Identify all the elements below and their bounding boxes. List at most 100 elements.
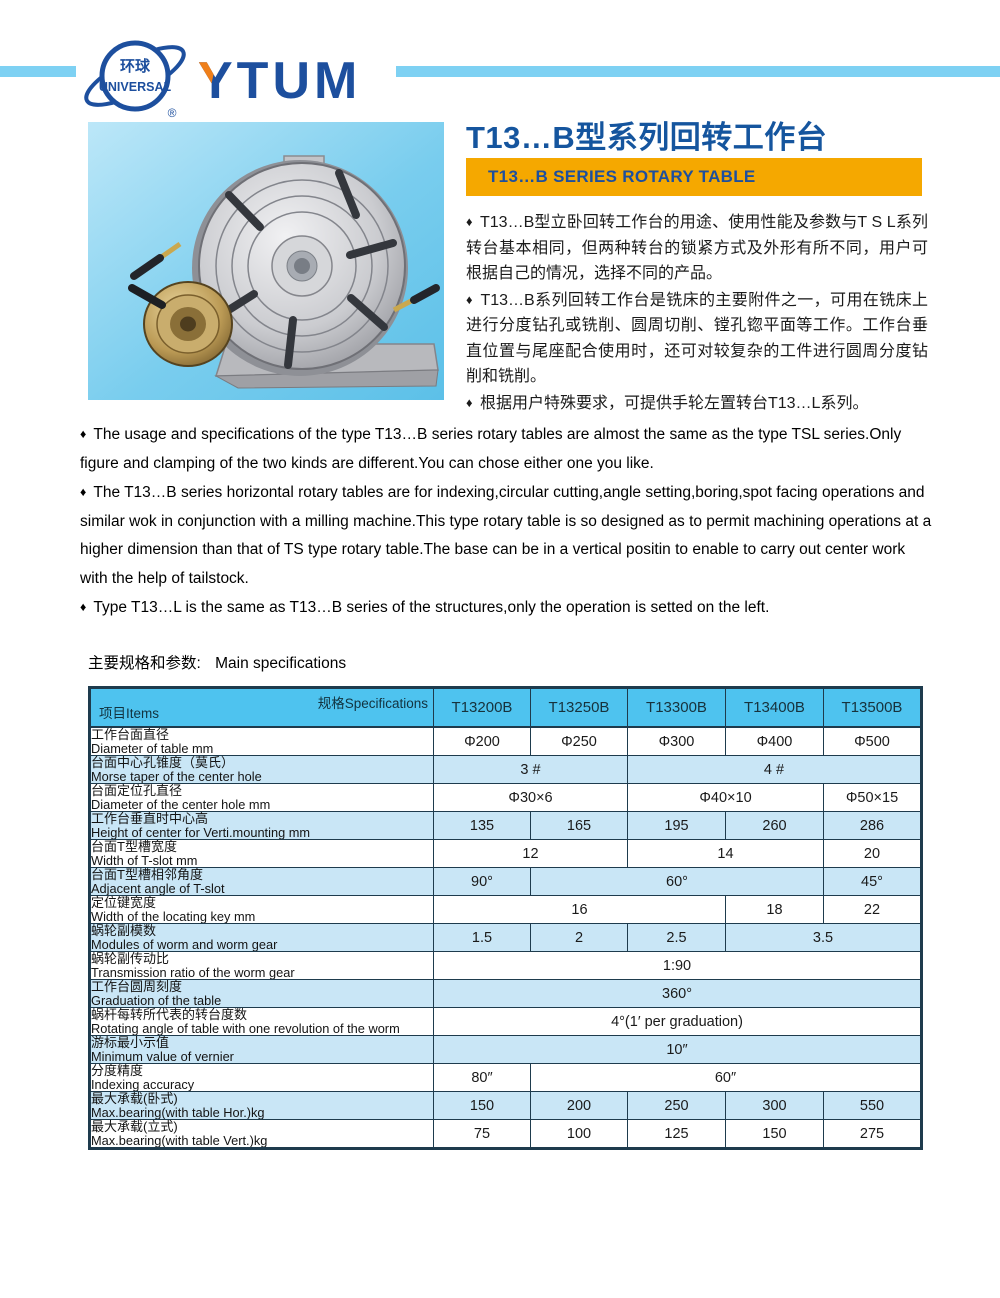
spec-item-cn: 工作台面直径 [91, 727, 170, 742]
globe-cn-text: 环球 [120, 57, 151, 75]
spec-value-cell: 300 [725, 1091, 824, 1120]
spec-item-en: Rotating angle of table with one revolut… [91, 1020, 400, 1036]
model-header-cell: T13200B [433, 687, 531, 728]
spec-value-cell: Φ250 [530, 726, 628, 756]
spec-item-en: Diameter of the center hole mm [91, 796, 271, 812]
spec-value-cell: 360° [433, 979, 922, 1008]
spec-value-cell: Φ50×15 [823, 783, 922, 812]
bullet-diamond-icon: ♦ [466, 214, 473, 229]
spec-item-cn: 分度精度 [91, 1063, 144, 1078]
spec-item-cn: 最大承载(立式) [91, 1119, 178, 1134]
spec-value-cell: 4 # [627, 755, 922, 784]
spec-value-cell: 90° [433, 867, 531, 896]
spec-item-en: Graduation of the table [91, 992, 222, 1008]
bullet-diamond-icon: ♦ [466, 394, 473, 410]
spec-value-cell: Φ40×10 [627, 783, 824, 812]
spec-item-en: Transmission ratio of the worm gear [91, 964, 295, 980]
spec-value-cell: 10″ [433, 1035, 922, 1064]
table-row: 最大承载(立式) Max.bearing(with table Vert.)kg 7… [89, 1119, 922, 1149]
spec-value-cell: 125 [627, 1119, 726, 1149]
spec-value-cell: Φ500 [823, 726, 922, 756]
spec-value-cell: Φ400 [725, 726, 824, 756]
spec-item-cn: 工作台垂直时中心高 [91, 811, 209, 826]
series-banner: T13…B SERIES ROTARY TABLE [466, 158, 922, 196]
spec-item-cn: 工作台圆周刻度 [91, 979, 183, 994]
spec-item-en: Height of center for Verti.mounting mm [91, 824, 311, 840]
spec-item-cell: 台面T型槽相邻角度 Adjacent angle of T-slot [89, 867, 434, 896]
spec-value-cell: 22 [823, 895, 922, 924]
spec-value-cell: Φ300 [627, 726, 726, 756]
spec-value-cell: Φ200 [433, 726, 531, 756]
spec-value-cell: 260 [725, 811, 824, 840]
spec-item-en: Minimum value of vernier [91, 1048, 234, 1064]
table-row: 定位键宽度 Width of the locating key mm 16 18 22 [89, 895, 922, 924]
spec-value-cell: 60° [530, 867, 824, 896]
brand-logo: 环球 UNIVERSAL ® YTUM YTUM [84, 40, 357, 120]
spec-item-cell: 定位键宽度 Width of the locating key mm [89, 895, 434, 924]
spec-item-cn: 游标最小示值 [91, 1035, 170, 1050]
table-row: 工作台圆周刻度 Graduation of the table 360° [89, 979, 922, 1008]
top-bar-left [0, 66, 76, 77]
handwheel [128, 281, 233, 367]
model-header-cell: T13250B [530, 687, 628, 728]
spec-item-en: Indexing accuracy [91, 1076, 195, 1092]
spec-value-cell: 14 [627, 839, 824, 868]
registered-mark: ® [168, 106, 177, 120]
spec-value-cell: Φ30×6 [433, 783, 628, 812]
spec-item-cell: 工作台面直径 Diameter of table mm [89, 726, 434, 756]
top-bar-right [396, 66, 1000, 77]
spec-value-cell: 100 [530, 1119, 628, 1149]
spec-value-cell: 200 [530, 1091, 628, 1120]
model-header-cell: T13300B [627, 687, 726, 728]
table-row: 台面T型槽相邻角度 Adjacent angle of T-slot 90° 60° 4… [89, 867, 922, 896]
spec-item-cn: 蜗杆每转所代表的转台度数 [91, 1007, 248, 1022]
bullet-diamond-icon: ♦ [80, 427, 87, 441]
corner-specifications-label: 规格Specifications [317, 696, 428, 711]
spec-value-cell: 1:90 [433, 951, 922, 980]
spec-item-cell: 工作台垂直时中心高 Height of center for Verti.moun… [89, 811, 434, 840]
spec-value-cell: 135 [433, 811, 531, 840]
spec-value-cell: 150 [725, 1119, 824, 1149]
spec-item-en: Modules of worm and worm gear [91, 936, 278, 952]
spec-value-cell: 16 [433, 895, 726, 924]
spec-value-cell: 18 [725, 895, 824, 924]
table-row: 蜗轮副传动比 Transmission ratio of the worm gea… [89, 951, 922, 980]
spec-value-cell: 4°(1′ per graduation) [433, 1007, 922, 1036]
spec-item-en: Max.bearing(with table Vert.)kg [91, 1132, 268, 1148]
t-slots [212, 169, 397, 369]
table-corner-cell: 规格Specifications 项目Items [89, 687, 434, 728]
globe-icon: 环球 UNIVERSAL ® [84, 40, 186, 120]
spec-item-cell: 台面定位孔直径 Diameter of the center hole mm [89, 783, 434, 812]
table-row: 工作台垂直时中心高 Height of center for Verti.moun… [89, 811, 922, 840]
spec-value-cell: 165 [530, 811, 628, 840]
table-row: 台面中心孔锥度（莫氏） Morse taper of the center hol… [89, 755, 922, 784]
clamp-levers [130, 241, 440, 313]
ytum-wordmark: YTUM YTUM [198, 52, 357, 110]
globe-en-text: UNIVERSAL [99, 80, 172, 94]
spec-item-en: Morse taper of the center hole [91, 768, 262, 784]
page-title: T13…B型系列回转工作台 [466, 120, 828, 155]
spec-item-en: Width of T-slot mm [91, 852, 198, 868]
spec-item-cell: 蜗轮副传动比 Transmission ratio of the worm gea… [89, 951, 434, 980]
spec-value-cell: 80″ [433, 1063, 531, 1092]
model-header-cell: T13500B [823, 687, 922, 728]
product-photo [88, 122, 444, 400]
spec-value-cell: 2 [530, 923, 628, 952]
spec-item-cn: 台面中心孔锥度（莫氏） [91, 755, 235, 770]
bullet-item: ♦ The usage and specifications of the ty… [80, 426, 902, 472]
bullet-item: ♦ 根据用户特殊要求，可提供手轮左置转台T13…L系列。 [466, 394, 869, 412]
spec-item-cell: 工作台圆周刻度 Graduation of the table [89, 979, 434, 1008]
spec-item-en: Diameter of table mm [91, 740, 214, 756]
spec-value-cell: 150 [433, 1091, 531, 1120]
spec-heading-en: Main specifications [215, 655, 347, 672]
spec-item-en: Max.bearing(with table Hor.)kg [91, 1104, 265, 1120]
spec-item-cn: 台面定位孔直径 [91, 783, 183, 798]
spec-item-cn: 最大承载(卧式) [91, 1091, 178, 1106]
specifications-table: 规格Specifications 项目Items T13200B T13250B T… [88, 686, 923, 1150]
spec-item-cell: 游标最小示值 Minimum value of vernier [89, 1035, 434, 1064]
model-header-cell: T13400B [725, 687, 824, 728]
spec-value-cell: 20 [823, 839, 922, 868]
table-row: 分度精度 Indexing accuracy 80″ 60″ [89, 1063, 922, 1092]
spec-item-en: Adjacent angle of T-slot [91, 880, 225, 896]
